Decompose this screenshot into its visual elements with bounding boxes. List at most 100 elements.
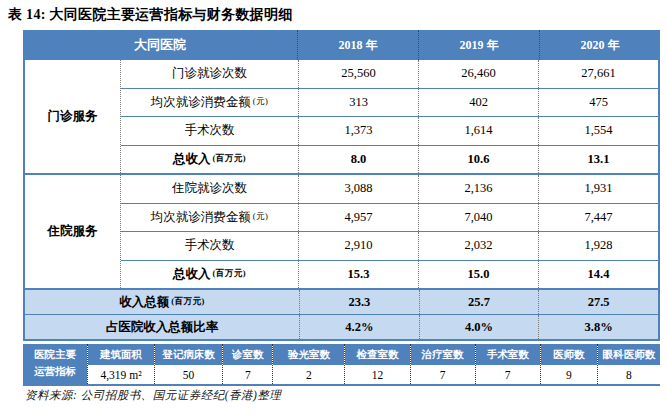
indicator-registered-beds: 登记病床数 50: [154, 344, 222, 384]
indicator-consult-rooms: 诊室数 7: [222, 344, 272, 384]
indicator-building-area: 建筑面积 4,319 m²: [87, 344, 154, 384]
table-row: 均次就诊消费金额(元) 313 402 475: [121, 89, 658, 118]
indicator-value: 7: [223, 365, 272, 384]
table-row: 住院就诊次数 3,088 2,136 1,931: [121, 175, 658, 204]
table-row-total: 总收入(百万元) 15.3 15.0 14.4: [121, 261, 658, 289]
indicator-name: 治疗室数: [411, 344, 475, 365]
cell-value: 4.0%: [419, 315, 539, 339]
table-row: 手术次数 1,373 1,614 1,554: [121, 117, 658, 146]
row-label: 收入总额(百万元): [25, 290, 299, 314]
indicator-name: 眼科医师数: [598, 344, 660, 365]
cell-value: 27,661: [538, 60, 658, 88]
row-unit: (元): [253, 211, 269, 223]
indicator-value: 7: [476, 365, 540, 384]
row-label: 占医院收入总额比率: [25, 315, 299, 339]
section-label-outpatient: 门诊服务: [25, 60, 120, 173]
section-rows-inpatient: 住院就诊次数 3,088 2,136 1,931 均次就诊消费金额(元) 4,9…: [120, 175, 658, 288]
cell-value: 26,460: [418, 60, 538, 88]
cell-value: 23.3: [299, 290, 419, 314]
cell-value: 15.0: [418, 261, 538, 289]
cell-value: 1,373: [298, 117, 418, 145]
cell-value: 13.1: [538, 146, 658, 174]
row-unit: (百万元): [212, 153, 246, 165]
cell-value: 4,957: [298, 204, 418, 232]
summary-row-total-revenue: 收入总额(百万元) 23.3 25.7 27.5: [25, 290, 658, 315]
table-title: 表 14: 大同医院主要运营指标与财务数据明细: [8, 6, 293, 24]
header-year-2019: 2019 年: [418, 30, 539, 60]
row-unit: (元): [253, 96, 269, 108]
indicator-value: 9: [541, 365, 597, 384]
cell-value: 2,032: [418, 232, 538, 260]
section-inpatient: 住院服务 住院就诊次数 3,088 2,136 1,931 均次就诊消费金额(元…: [25, 175, 658, 290]
cell-value: 8.0: [298, 146, 418, 174]
indicator-optometry-rooms: 验光室数 2: [272, 344, 344, 384]
cell-value: 25,560: [298, 60, 418, 88]
indicator-name: 诊室数: [223, 344, 272, 365]
cell-value: 1,931: [538, 175, 658, 203]
indicators-corner-label: 医院主要 运营指标: [23, 344, 87, 384]
indicator-name: 验光室数: [273, 344, 344, 365]
table-row: 手术次数 2,910 2,032 1,928: [121, 232, 658, 261]
table-row-total: 总收入(百万元) 8.0 10.6 13.1: [121, 146, 658, 174]
cell-value: 14.4: [538, 261, 658, 289]
cell-value: 7,447: [538, 204, 658, 232]
indicator-eye-physicians: 眼科医师数 8: [597, 344, 660, 384]
cell-value: 475: [538, 89, 658, 117]
indicator-treatment-rooms: 治疗室数 7: [410, 344, 475, 384]
row-unit: (百万元): [212, 268, 246, 280]
cell-value: 27.5: [538, 290, 658, 314]
cell-value: 402: [418, 89, 538, 117]
row-label: 门诊就诊次数: [121, 60, 298, 88]
indicator-exam-rooms: 检查室数 12: [344, 344, 409, 384]
indicator-name: 手术室数: [476, 344, 540, 365]
indicator-value: 7: [411, 365, 475, 384]
row-label: 均次就诊消费金额(元): [121, 204, 298, 232]
cell-value: 2,136: [418, 175, 538, 203]
data-source-note: 资料来源: 公司招股书、国元证券经纪(香港)整理: [25, 388, 281, 403]
cell-value: 1,614: [418, 117, 538, 145]
table-body: 门诊服务 门诊就诊次数 25,560 26,460 27,661 均次就诊消费金…: [23, 60, 660, 341]
indicator-name: 建筑面积: [88, 344, 154, 365]
cell-value: 4.2%: [299, 315, 419, 339]
report-page: 表 14: 大同医院主要运营指标与财务数据明细 大同医院 2018 年 2019…: [0, 0, 667, 414]
row-label: 总收入(百万元): [121, 261, 298, 289]
indicator-value: 4,319 m²: [88, 365, 154, 384]
indicator-physicians: 医师数 9: [540, 344, 597, 384]
operating-indicators-row: 医院主要 运营指标 建筑面积 4,319 m² 登记病床数 50 诊室数 7 验…: [23, 344, 660, 386]
cell-value: 15.3: [298, 261, 418, 289]
cell-value: 7,040: [418, 204, 538, 232]
cell-value: 3,088: [298, 175, 418, 203]
hospital-data-table: 大同医院 2018 年 2019 年 2020 年 门诊服务 门诊就诊次数 25…: [23, 30, 660, 386]
cell-value: 1,928: [538, 232, 658, 260]
section-rows-outpatient: 门诊就诊次数 25,560 26,460 27,661 均次就诊消费金额(元) …: [120, 60, 658, 173]
indicator-value: 50: [155, 365, 222, 384]
table-row: 门诊就诊次数 25,560 26,460 27,661: [121, 60, 658, 89]
summary-row-revenue-ratio: 占医院收入总额比率 4.2% 4.0% 3.8%: [25, 315, 658, 341]
header-year-2018: 2018 年: [297, 30, 418, 60]
row-label: 总收入(百万元): [121, 146, 298, 174]
row-label: 均次就诊消费金额(元): [121, 89, 298, 117]
indicator-name: 登记病床数: [155, 344, 222, 365]
cell-value: 10.6: [418, 146, 538, 174]
row-unit: (百万元): [171, 296, 205, 308]
cell-value: 2,910: [298, 232, 418, 260]
indicator-value: 8: [598, 365, 660, 384]
cell-value: 25.7: [419, 290, 539, 314]
indicator-name: 医师数: [541, 344, 597, 365]
indicator-value: 2: [273, 365, 344, 384]
header-year-2020: 2020 年: [539, 30, 660, 60]
cell-value: 313: [298, 89, 418, 117]
table-row: 均次就诊消费金额(元) 4,957 7,040 7,447: [121, 204, 658, 233]
cell-value: 3.8%: [538, 315, 658, 339]
indicator-name: 检查室数: [345, 344, 409, 365]
row-label: 手术次数: [121, 232, 298, 260]
cell-value: 1,554: [538, 117, 658, 145]
indicator-operating-rooms: 手术室数 7: [475, 344, 540, 384]
row-label: 住院就诊次数: [121, 175, 298, 203]
table-header-row: 大同医院 2018 年 2019 年 2020 年: [23, 30, 660, 60]
row-label: 手术次数: [121, 117, 298, 145]
indicator-value: 12: [345, 365, 409, 384]
header-hospital-name: 大同医院: [23, 30, 297, 60]
section-outpatient: 门诊服务 门诊就诊次数 25,560 26,460 27,661 均次就诊消费金…: [25, 60, 658, 175]
section-label-inpatient: 住院服务: [25, 175, 120, 288]
